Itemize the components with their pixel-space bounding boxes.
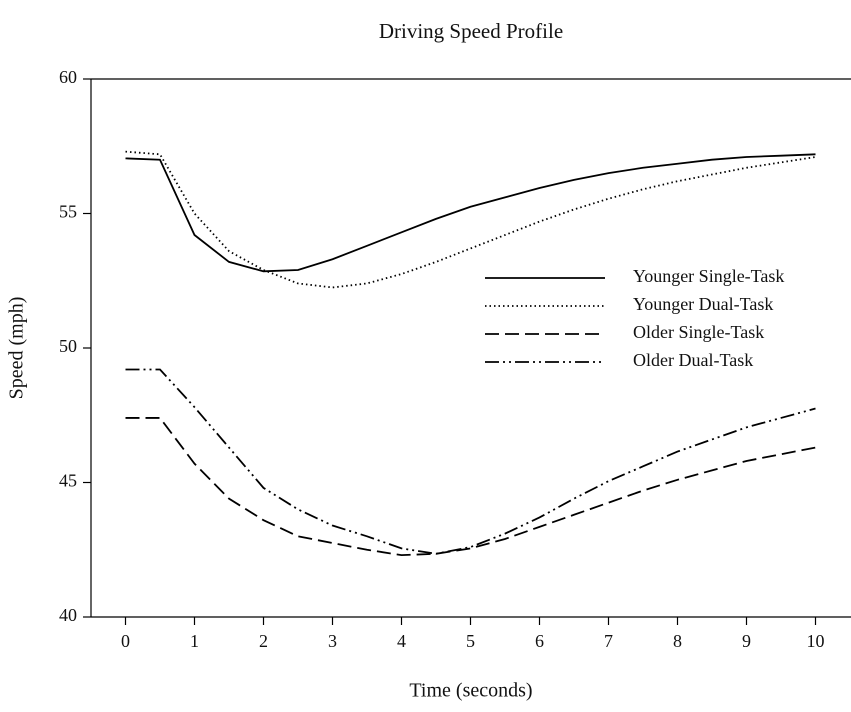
y-tick-label: 50: [59, 336, 77, 356]
x-tick-label: 1: [190, 631, 199, 651]
series-line: [125, 150, 816, 289]
y-axis-label: Speed (mph): [6, 297, 28, 400]
y-tick-label: 60: [59, 67, 77, 87]
x-tick-label: 10: [807, 631, 825, 651]
legend-label: Older Single-Task: [633, 322, 764, 342]
legend-label: Younger Single-Task: [633, 266, 784, 286]
x-tick-label: 3: [328, 631, 337, 651]
series-line: [125, 153, 816, 273]
x-tick-label: 4: [397, 631, 406, 651]
x-tick-label: 2: [259, 631, 268, 651]
x-tick-label: 8: [673, 631, 682, 651]
x-axis-label: Time (seconds): [409, 680, 532, 702]
series-line: [125, 368, 816, 555]
legend-label: Older Dual-Task: [633, 350, 753, 370]
chart-title: Driving Speed Profile: [379, 19, 563, 43]
x-tick-label: 6: [535, 631, 544, 651]
y-tick-label: 45: [59, 471, 77, 491]
x-tick-label: 0: [121, 631, 130, 651]
legend-label: Younger Dual-Task: [633, 294, 773, 314]
y-tick-label: 55: [59, 202, 77, 222]
y-tick-label: 40: [59, 605, 77, 625]
x-tick-label: 9: [742, 631, 751, 651]
x-tick-label: 7: [604, 631, 613, 651]
x-tick-label: 5: [466, 631, 475, 651]
